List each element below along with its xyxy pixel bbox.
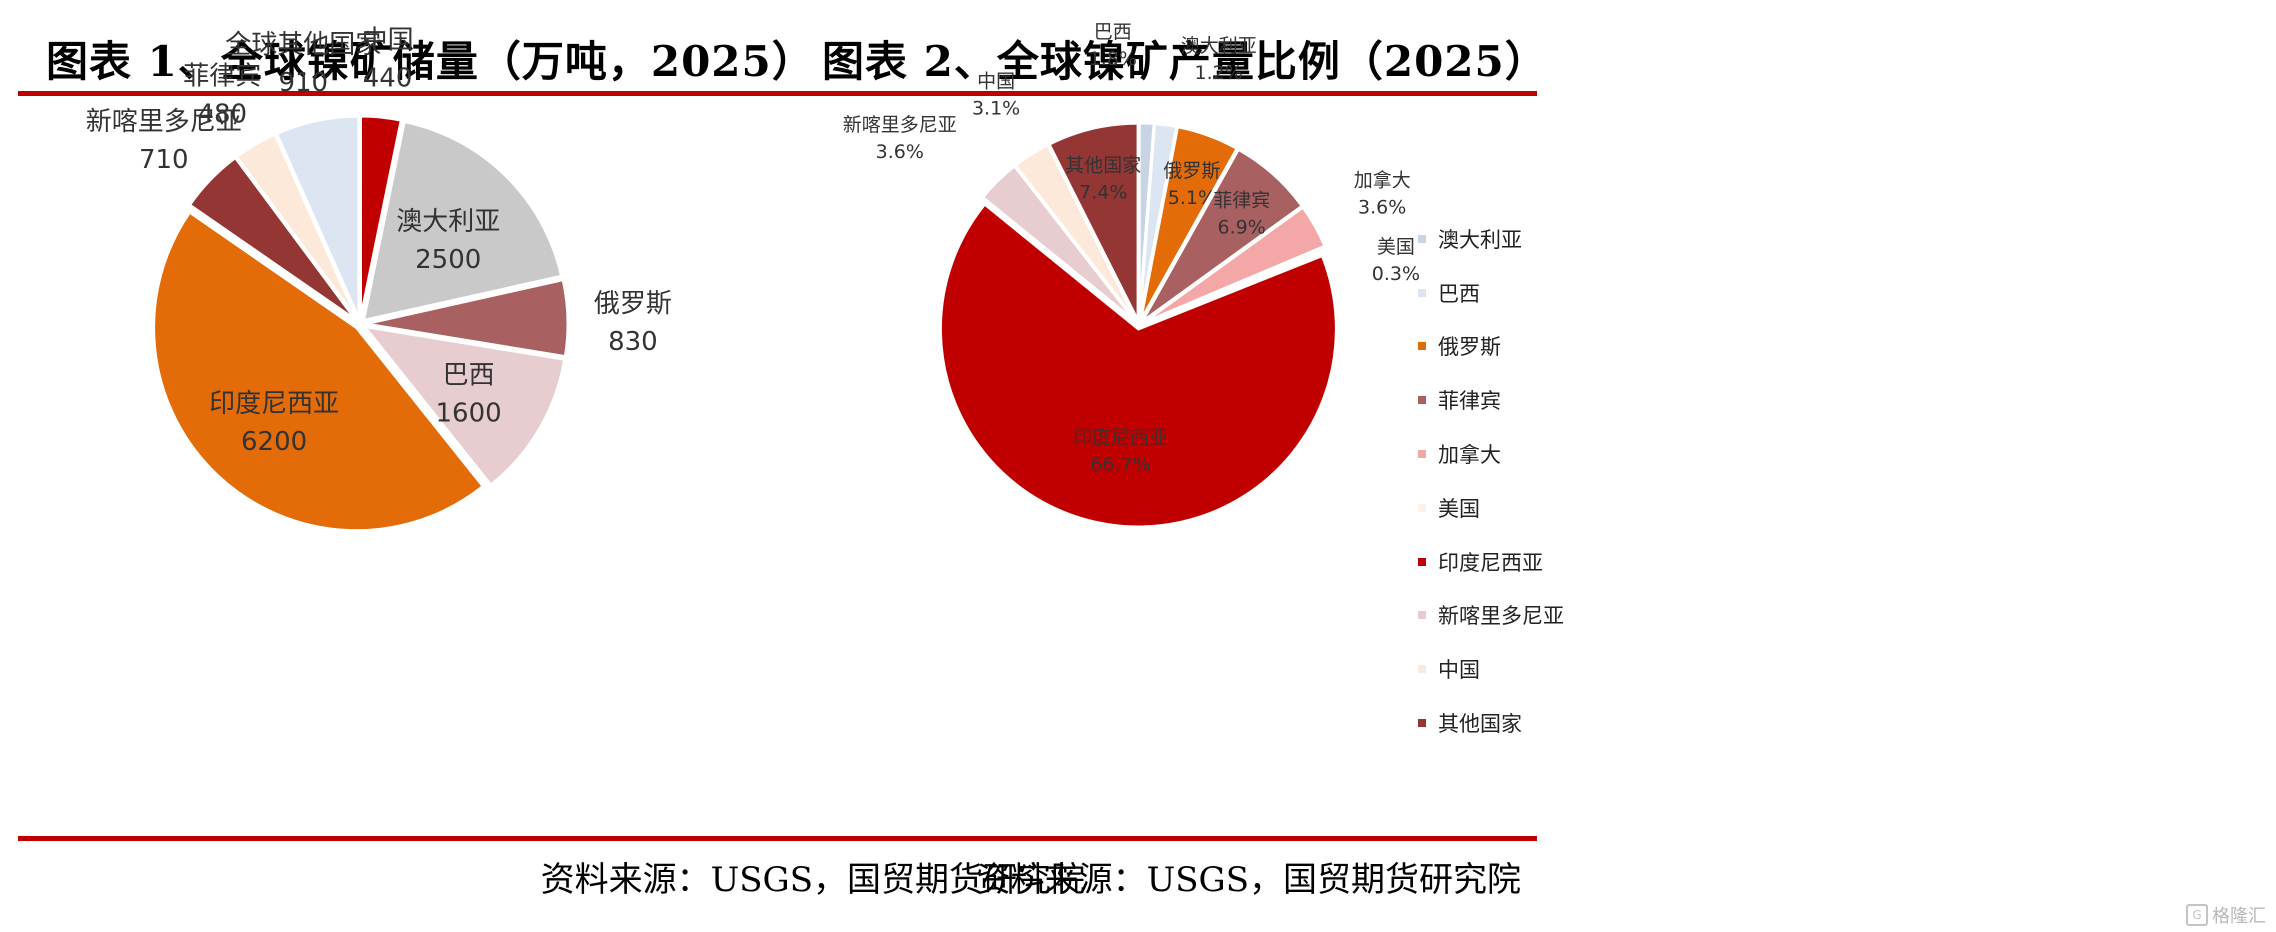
legend-swatch xyxy=(1418,396,1426,405)
slice-value-label: 6.9% xyxy=(1218,217,1266,239)
slice-category-label: 全球其他国家 xyxy=(225,30,381,60)
slice-value-label: 1600 xyxy=(436,399,502,429)
legend-label: 印度尼西亚 xyxy=(1438,550,1543,575)
legend-label: 澳大利亚 xyxy=(1438,227,1522,252)
chart-title: 图表 2、全球镍矿产量比例（2025） xyxy=(822,37,1548,86)
legend-swatch xyxy=(1418,288,1426,297)
slice-value-label: 5.1% xyxy=(1168,187,1216,209)
pie-slice xyxy=(360,324,567,488)
slice-value-label: 3.6% xyxy=(876,141,924,163)
legend-label: 加拿大 xyxy=(1438,443,1501,468)
legend-label: 其他国家 xyxy=(1438,712,1522,737)
slice-value-label: 3.1% xyxy=(972,98,1020,120)
source-note: 资料来源：USGS，国贸期货研究院 xyxy=(540,860,1085,900)
slice-category-label: 印度尼西亚 xyxy=(1073,426,1168,448)
slice-category-label: 俄罗斯 xyxy=(1163,160,1220,182)
slice-value-label: 2500 xyxy=(415,245,481,275)
legend-item: 加拿大 xyxy=(1418,427,1564,481)
slice-value-label: 66.7% xyxy=(1090,453,1150,475)
pie-slice xyxy=(152,210,486,533)
slice-category-label: 巴西 xyxy=(443,361,495,391)
legend-swatch xyxy=(1418,557,1426,566)
slice-category-label: 新喀里多尼亚 xyxy=(843,114,957,136)
slice-value-label: 1.8% xyxy=(1089,48,1137,70)
legend-label: 巴西 xyxy=(1438,281,1480,306)
pie-slice xyxy=(1047,121,1140,322)
legend-label: 菲律宾 xyxy=(1438,389,1501,414)
legend-item: 菲律宾 xyxy=(1418,373,1564,427)
legend-item: 巴西 xyxy=(1418,266,1564,320)
legend-swatch xyxy=(1418,665,1426,674)
watermark-logo-icon: G xyxy=(2186,904,2208,926)
slice-value-label: 3.6% xyxy=(1358,197,1406,219)
legend-item: 其他国家 xyxy=(1418,696,1564,750)
reserves-pie-chart: 中国 440 澳大利亚 2500 俄罗斯 830 巴西 1600 印度尼西亚 6200 新喀里多尼亚… xyxy=(86,25,672,533)
slice-category-label: 澳大利亚 xyxy=(396,207,500,237)
reserves-panel: 图表 1、全球镍矿储量（万吨，2025） 中国 440 澳大利亚 2500 俄罗斯 830… xyxy=(0,0,1125,932)
slice-value-label: 830 xyxy=(608,327,658,357)
pie-slice xyxy=(361,119,564,323)
legend-label: 中国 xyxy=(1438,658,1480,683)
source-divider xyxy=(800,836,1537,841)
slice-category-label: 澳大利亚 xyxy=(1181,35,1257,57)
watermark-text: 格隆汇 xyxy=(2212,906,2266,927)
production-panel: 图表 2、全球镍矿产量比例（2025） 澳大利亚 1.2% 巴西 1.8% 俄罗斯 5.1… xyxy=(800,0,1565,932)
slice-category-label: 俄罗斯 xyxy=(594,289,672,319)
chart-title: 图表 1、全球镍矿储量（万吨，2025） xyxy=(46,37,815,86)
slice-category-label: 美国 xyxy=(1377,236,1415,258)
title-underline xyxy=(800,91,1537,96)
legend-swatch xyxy=(1418,719,1426,728)
slice-value-label: 1.2% xyxy=(1195,62,1243,84)
source-note: 资料来源：USGS，国贸期货研究院 xyxy=(976,860,1521,900)
slice-category-label: 中国 xyxy=(977,71,1015,93)
slice-value-label: 7.4% xyxy=(1079,182,1127,204)
watermark: G 格隆汇 xyxy=(2186,902,2266,928)
legend-swatch xyxy=(1418,503,1426,512)
slice-value-label: 910 xyxy=(278,68,328,98)
legend-label: 俄罗斯 xyxy=(1438,335,1501,360)
slice-value-label: 440 xyxy=(363,63,413,93)
legend-swatch xyxy=(1418,234,1426,243)
legend-label: 美国 xyxy=(1438,496,1480,521)
legend-swatch xyxy=(1418,450,1426,459)
source-divider xyxy=(18,836,1115,841)
slice-category-label: 菲律宾 xyxy=(183,61,261,91)
pie-slice xyxy=(364,277,570,359)
pie-slice xyxy=(1142,244,1329,325)
legend-item: 印度尼西亚 xyxy=(1418,535,1564,589)
legend-swatch xyxy=(1418,342,1426,351)
pie-slice xyxy=(234,132,359,321)
slice-category-label: 中国 xyxy=(362,25,414,55)
title-underline xyxy=(18,91,1115,96)
slice-category-label: 其他国家 xyxy=(1065,155,1141,177)
slice-category-label: 印度尼西亚 xyxy=(209,389,339,419)
legend-swatch xyxy=(1418,611,1426,620)
slice-value-label: 0.3% xyxy=(1372,263,1420,285)
pie-slice xyxy=(274,114,361,320)
chart-legend: 澳大利亚巴西俄罗斯菲律宾加拿大美国印度尼西亚新喀里多尼亚 中国其他国家 xyxy=(1418,212,1564,750)
legend-item: 美国 xyxy=(1418,481,1564,535)
slice-category-label: 菲律宾 xyxy=(1213,190,1270,212)
legend-item: 澳大利亚 xyxy=(1418,212,1564,266)
slice-value-label: 480 xyxy=(197,99,247,129)
pie-slice xyxy=(938,201,1338,529)
legend-item: 中国 xyxy=(1418,642,1564,696)
slice-value-label: 710 xyxy=(139,145,189,175)
legend-item: 新喀里多尼亚 xyxy=(1418,589,1564,643)
slice-category-label: 加拿大 xyxy=(1354,169,1411,192)
pie-slice xyxy=(358,114,404,320)
slice-category-label: 新喀里多尼亚 xyxy=(86,107,242,137)
slice-category-label: 巴西 xyxy=(1094,21,1132,43)
production-pie-chart: 澳大利亚 1.2% 巴西 1.8% 俄罗斯 5.1%菲律宾 6.9% 加拿大 3.6% 美国 0.3… xyxy=(843,21,1420,529)
legend-item: 俄罗斯 xyxy=(1418,320,1564,374)
pie-slice xyxy=(1138,125,1240,322)
slice-value-label: 6200 xyxy=(241,427,307,457)
legend-label: 新喀里多尼亚 xyxy=(1438,604,1564,629)
